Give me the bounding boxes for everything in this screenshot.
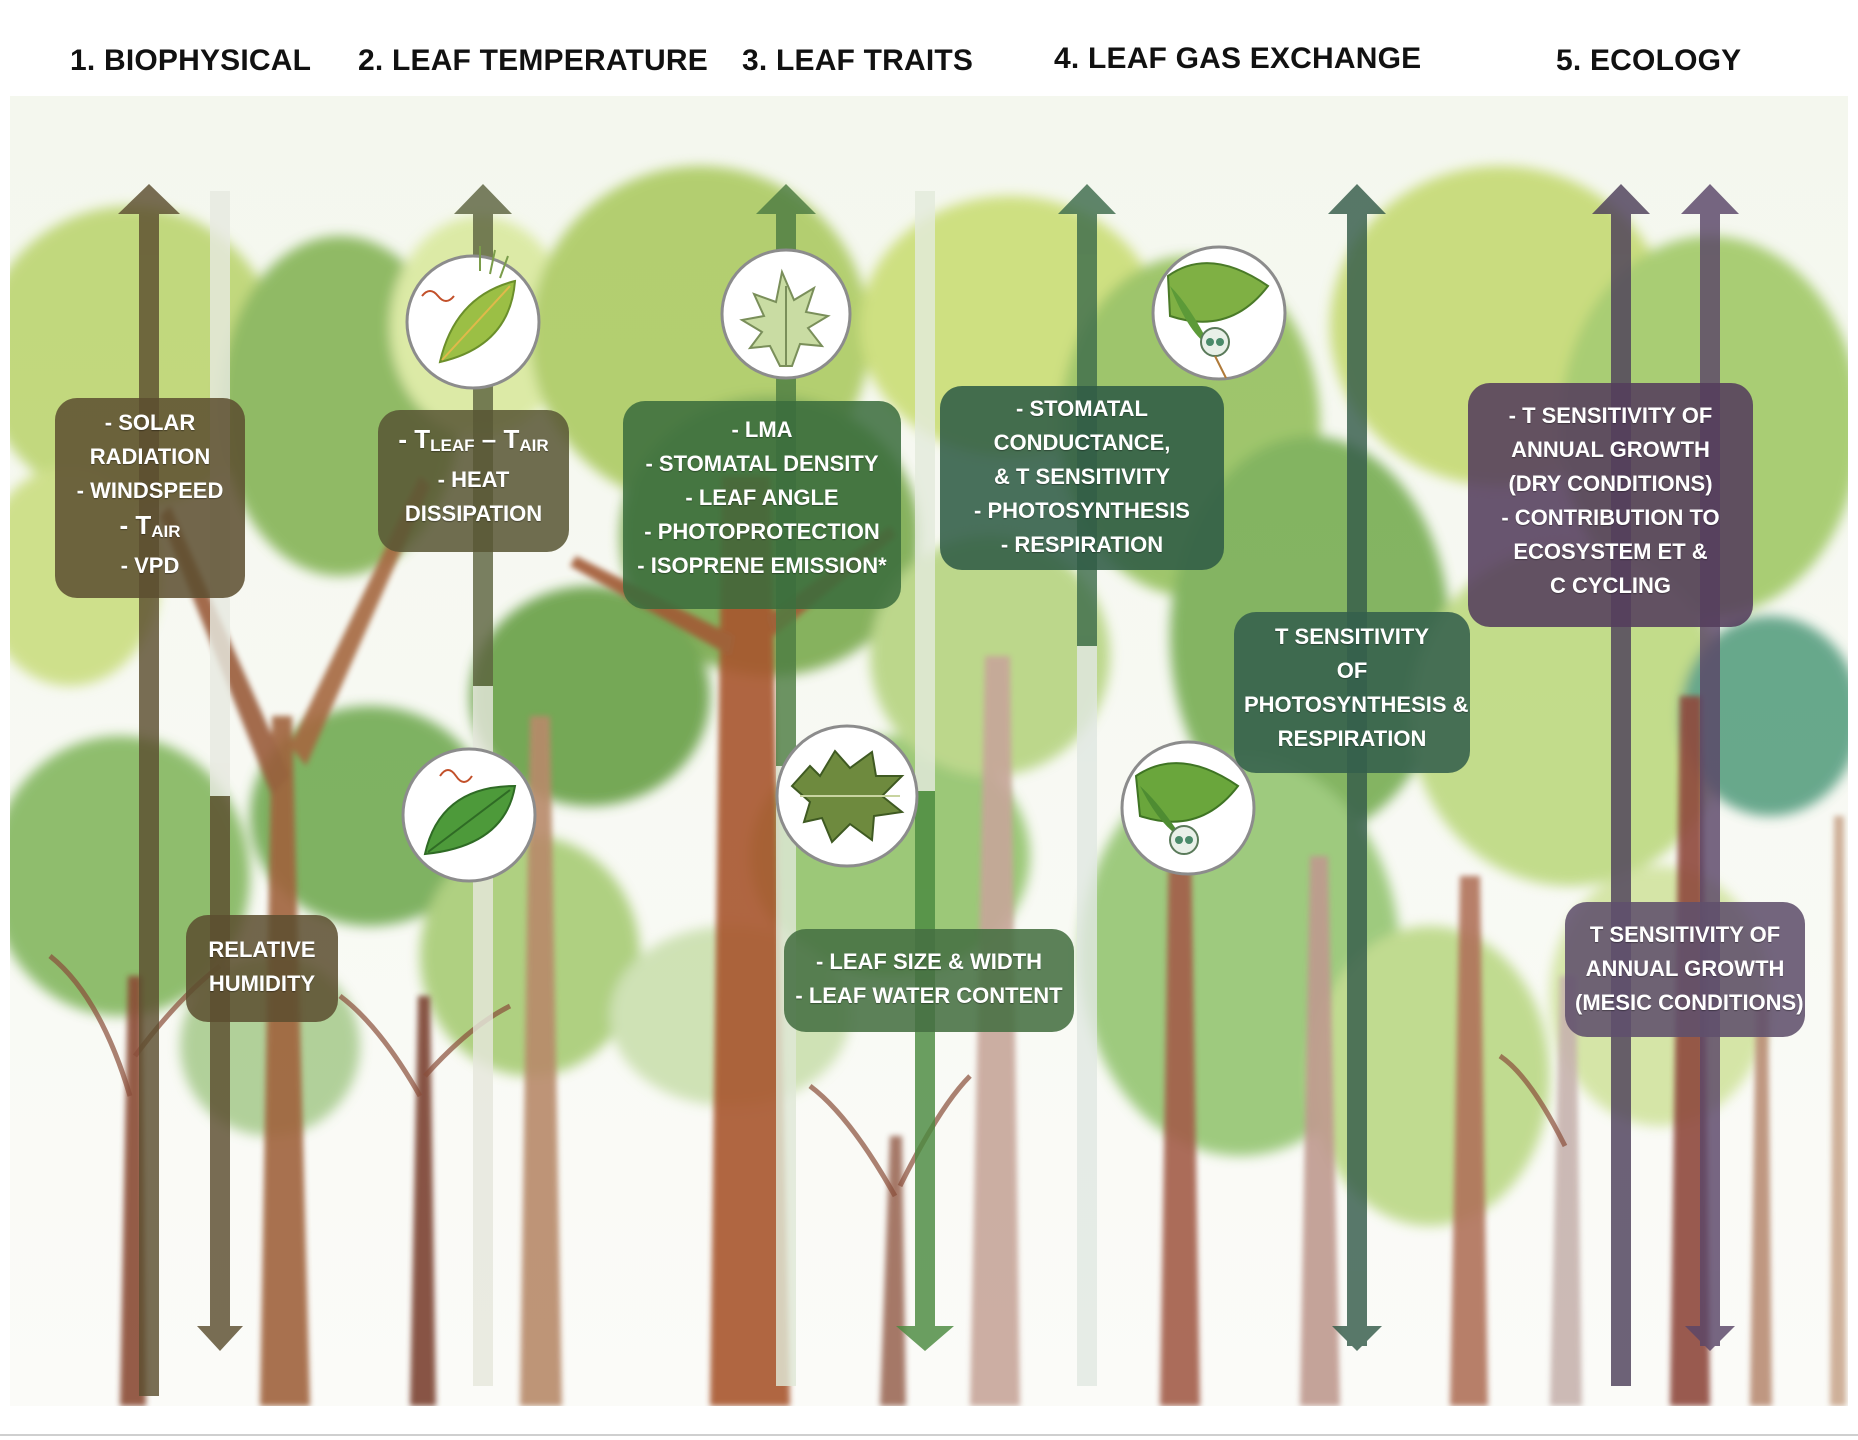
box-line: PHOTOSYNTHESIS & — [1244, 692, 1469, 717]
box-line: - PHOTOSYNTHESIS — [974, 498, 1190, 523]
box-ecology-dry: - T SENSITIVITY OF ANNUAL GROWTH (DRY CO… — [1468, 383, 1753, 627]
oak-leaf-large-icon — [775, 724, 919, 868]
box-line: RELATIVE — [208, 937, 316, 962]
forest-watercolor-background — [10, 96, 1848, 1406]
box-line: - T SENSITIVITY OF — [1508, 403, 1713, 428]
box-biophysical: - SOLAR RADIATION - WINDSPEED - TAIR - V… — [55, 398, 245, 598]
box-gas-exchange: - STOMATAL CONDUCTANCE, & T SENSITIVITY … — [940, 386, 1224, 570]
box-line: CONDUCTANCE, — [993, 430, 1171, 455]
box-line: - CONTRIBUTION TO — [1501, 505, 1720, 530]
box-line: ANNUAL GROWTH — [1511, 437, 1710, 462]
box-line: - LEAF WATER CONTENT — [795, 983, 1063, 1008]
box-line: C CYCLING — [1550, 573, 1671, 598]
oak-leaf-icon — [720, 248, 852, 380]
leaf-stomata-small-icon — [1120, 740, 1256, 876]
box-line: - VPD — [120, 553, 180, 578]
box-relative-humidity: RELATIVE HUMIDITY — [186, 915, 338, 1022]
box-line: - STOMATAL DENSITY — [645, 451, 879, 476]
box-line: T SENSITIVITY OF — [1589, 922, 1781, 947]
box-line: (MESIC CONDITIONS) — [1575, 990, 1804, 1015]
heading-leaf-traits: 3. LEAF TRAITS — [742, 44, 974, 77]
box-line: T SENSITIVITY — [1274, 624, 1430, 649]
box-line: RESPIRATION — [1277, 726, 1427, 751]
box-line: - PHOTOPROTECTION — [644, 519, 880, 544]
box-leaf-size: - LEAF SIZE & WIDTH - LEAF WATER CONTENT — [784, 929, 1074, 1032]
box-leaf-traits: - LMA - STOMATAL DENSITY - LEAF ANGLE - … — [623, 401, 901, 609]
heading-leaf-temperature: 2. LEAF TEMPERATURE — [358, 44, 708, 77]
box-leaf-temperature: - TLEAF – TAIR - HEAT DISSIPATION — [378, 410, 569, 552]
box-t-sensitivity-photosynthesis: T SENSITIVITY OF PHOTOSYNTHESIS & RESPIR… — [1234, 612, 1470, 773]
box-line: - SOLAR — [104, 410, 196, 435]
box-line: - LMA — [731, 417, 793, 442]
leaf-heat-icon — [405, 246, 541, 390]
box-line: ANNUAL GROWTH — [1585, 956, 1785, 981]
heading-ecology: 5. ECOLOGY — [1556, 44, 1742, 77]
arrow-down-leaf-size — [896, 191, 954, 1351]
leaf-stomata-icon — [1151, 245, 1287, 381]
box-line: DISSIPATION — [404, 501, 543, 526]
box-line: - HEAT — [437, 467, 510, 492]
box-line: - STOMATAL — [1016, 396, 1148, 421]
box-line: - ISOPRENE EMISSION* — [637, 553, 887, 578]
box-line: ECOSYSTEM ET & — [1513, 539, 1708, 564]
box-line: - WINDSPEED — [76, 478, 224, 503]
box-line-tair: - TAIR — [119, 510, 181, 541]
box-line: OF — [1336, 658, 1368, 683]
box-line: - RESPIRATION — [1000, 532, 1164, 557]
box-line: RADIATION — [89, 444, 211, 469]
box-line: (DRY CONDITIONS) — [1508, 471, 1713, 496]
heading-biophysical: 1. BIOPHYSICAL — [70, 44, 312, 77]
box-line: & T SENSITIVITY — [993, 464, 1171, 489]
leaf-heat-small-icon — [401, 747, 537, 883]
arrow-t-sensitivity — [1328, 184, 1386, 1351]
box-line-tleaf-tair: - TLEAF – TAIR — [398, 424, 549, 455]
bottom-rule — [0, 1434, 1858, 1436]
box-line: - LEAF ANGLE — [685, 485, 839, 510]
heading-leaf-gas-exchange: 4. LEAF GAS EXCHANGE — [1054, 42, 1422, 75]
box-line: HUMIDITY — [208, 971, 316, 996]
box-ecology-mesic: T SENSITIVITY OF ANNUAL GROWTH (MESIC CO… — [1565, 902, 1805, 1037]
box-line: - LEAF SIZE & WIDTH — [815, 949, 1043, 974]
